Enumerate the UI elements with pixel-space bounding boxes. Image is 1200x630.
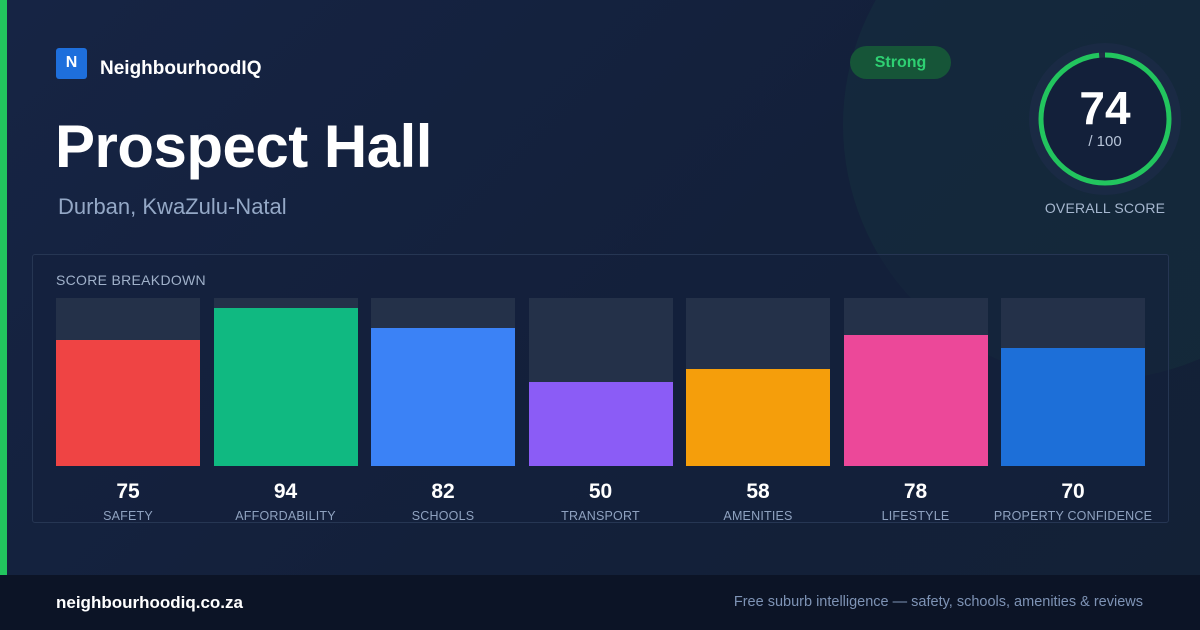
bar-affordability xyxy=(213,308,358,466)
bar-value: 78 xyxy=(903,480,928,503)
bar-track xyxy=(371,298,515,466)
bar-lifestyle xyxy=(843,334,988,466)
accent-bar xyxy=(0,0,7,575)
bar-transport xyxy=(528,382,673,466)
bar-track xyxy=(213,298,358,466)
brand-logo-icon: N xyxy=(56,47,87,79)
bar-amenities xyxy=(686,368,830,466)
suburb-title: Prospect Hall xyxy=(55,113,432,180)
suburb-location: Durban, KwaZulu-Natal xyxy=(58,194,287,219)
bar-track xyxy=(56,298,200,466)
bar-property-confidence xyxy=(1001,348,1145,466)
bar-label: PROPERTY CONFIDENCE xyxy=(993,509,1153,523)
footer xyxy=(0,575,1200,630)
bar-label: AFFORDABILITY xyxy=(235,509,336,523)
overall-score-value: 74 xyxy=(1079,82,1131,134)
gauge-progress-arc xyxy=(1038,52,1172,186)
bar-label: LIFESTYLE xyxy=(881,509,950,523)
bar-safety xyxy=(56,340,200,466)
bar-value: 82 xyxy=(431,480,455,503)
brand-name: NeighbourhoodIQ xyxy=(100,58,262,79)
bar-label: SCHOOLS xyxy=(411,509,475,523)
footer-site-link[interactable]: neighbourhoodiq.co.za xyxy=(56,593,243,612)
overall-score-max: / 100 xyxy=(1088,133,1122,150)
rating-badge: Strong xyxy=(850,46,951,79)
bar-track xyxy=(528,298,673,466)
bar-value: 75 xyxy=(116,480,140,503)
bar-value: 50 xyxy=(588,480,613,503)
bar-track xyxy=(686,298,830,466)
brand: N NeighbourhoodIQ xyxy=(56,46,261,80)
overall-score-caption: OVERALL SCORE xyxy=(1044,200,1166,216)
bar-label: AMENITIES xyxy=(723,509,793,523)
bar-schools xyxy=(371,328,515,466)
bar-value: 58 xyxy=(746,480,770,503)
bar-label: SAFETY xyxy=(103,509,153,523)
bar-track xyxy=(843,298,988,466)
overall-score-gauge xyxy=(1029,43,1181,195)
footer-tagline: Free suburb intelligence — safety, schoo… xyxy=(733,594,1143,610)
bar-value: 70 xyxy=(1061,480,1085,503)
bar-track xyxy=(1001,298,1145,466)
bar-value: 94 xyxy=(273,480,298,503)
bar-label: TRANSPORT xyxy=(561,509,640,523)
score-breakdown-heading: SCORE BREAKDOWN xyxy=(56,272,206,288)
